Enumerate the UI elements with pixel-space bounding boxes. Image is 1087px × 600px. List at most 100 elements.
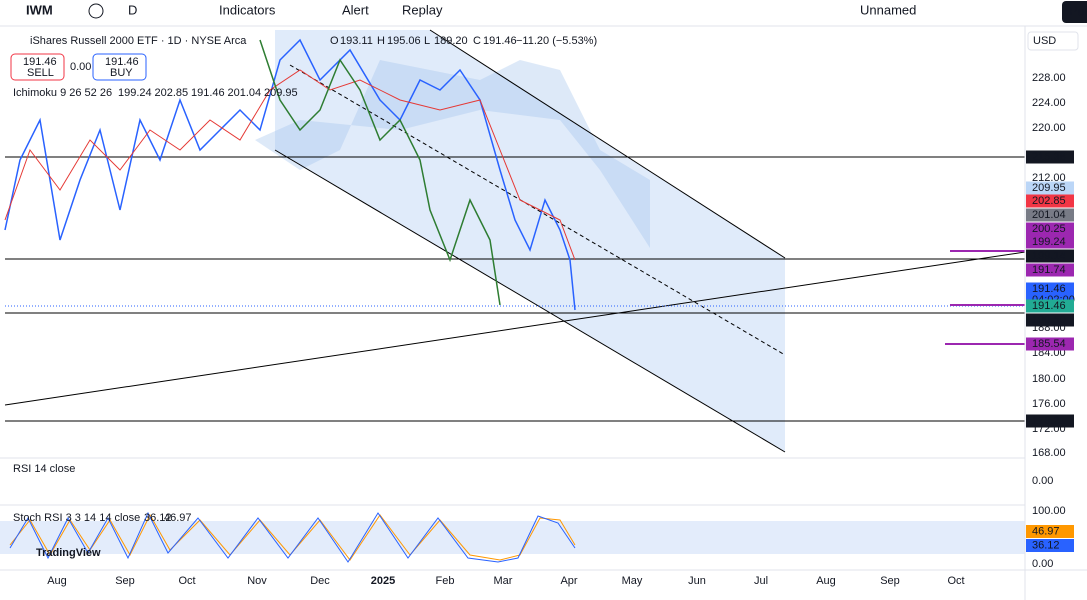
time-tick: Oct	[178, 575, 195, 587]
replay-button[interactable]: Replay	[402, 2, 443, 17]
buy-price[interactable]: 191.46	[105, 56, 139, 68]
ohlc-label: H	[377, 35, 385, 47]
ichimoku-label: Ichimoku 9 26 52 26	[13, 87, 112, 99]
stoch-tick: 100.00	[1032, 505, 1066, 517]
stoch-label: Stoch RSI 3 3 14 14 close	[13, 512, 140, 524]
price-badge-label: 199.14	[1032, 250, 1066, 262]
price-badge-label: 191.46	[1032, 300, 1066, 312]
rsi-tick: 0.00	[1032, 475, 1053, 487]
stoch-badge	[1026, 525, 1074, 538]
time-tick: Feb	[436, 575, 455, 587]
ohlc-value: 189.20	[434, 35, 468, 47]
ohlc-label: O	[330, 35, 339, 47]
stoch-d-value: 46.97	[164, 512, 192, 524]
price-badge-label: 200.25	[1032, 223, 1066, 235]
chikou-line	[259, 39, 501, 306]
ohlc-value: 195.06	[387, 35, 421, 47]
price-tick: 224.00	[1032, 97, 1066, 109]
sell-price[interactable]: 191.46	[23, 56, 57, 68]
time-tick: Dec	[310, 575, 330, 587]
time-tick: Sep	[880, 575, 900, 587]
stoch-k-value: 36.12	[144, 512, 172, 524]
time-tick: Apr	[560, 575, 577, 587]
kijun-line	[4, 69, 576, 261]
stoch-badge	[1026, 539, 1074, 552]
price-badge	[1026, 235, 1074, 249]
time-tick: Jul	[754, 575, 768, 587]
logo: TradingView	[36, 547, 101, 559]
price-candles	[4, 38, 576, 311]
price-badge-label: 199.24	[1032, 236, 1066, 248]
sell-label[interactable]: SELL	[27, 67, 54, 79]
price-badge-label: 190.50	[1032, 314, 1066, 326]
time-tick: 2025	[371, 575, 395, 587]
rsi-label: RSI 14 close	[13, 463, 75, 475]
price-badge	[1026, 263, 1074, 277]
price-tick: 176.00	[1032, 398, 1066, 410]
price-badge	[1026, 299, 1074, 313]
time-tick: Aug	[816, 575, 836, 587]
ohlc-label: L	[424, 35, 430, 47]
price-tick: 228.00	[1032, 72, 1066, 84]
price-tick: 212.00	[1032, 172, 1066, 184]
stoch-d	[9, 513, 576, 561]
indicators-button[interactable]: Indicators	[219, 2, 276, 17]
publish-button[interactable]	[1062, 1, 1087, 23]
interval[interactable]: D	[128, 2, 137, 17]
price-badge-label: 173.21	[1032, 415, 1066, 427]
price-badge-label: 185.54	[1032, 338, 1066, 350]
stoch-badge-label: 46.97	[1032, 525, 1060, 537]
stoch-badge-label: 36.12	[1032, 539, 1060, 551]
change: −11.20 (−5.53%)	[516, 35, 597, 47]
symbol[interactable]: IWM	[26, 2, 53, 17]
price-tick: 220.00	[1032, 122, 1066, 134]
add-symbol-icon[interactable]	[88, 3, 104, 19]
spread: 0.00	[70, 61, 91, 73]
ichimoku-value: 209.95	[264, 87, 298, 99]
ichimoku-value: 202.85	[155, 87, 189, 99]
ohlc-label: C	[473, 35, 481, 47]
legend-title: iShares Russell 2000 ETF · 1D · NYSE Arc…	[30, 35, 247, 47]
price-tick: 180.00	[1032, 373, 1066, 385]
ohlc-value: 193.11	[340, 35, 373, 47]
stoch-band	[0, 521, 1025, 554]
ichimoku-value: 199.24	[118, 87, 152, 99]
buy-button[interactable]	[92, 53, 147, 81]
channel-lower	[274, 149, 786, 453]
channel-mid	[289, 64, 786, 356]
price-badge-label: 201.04	[1032, 209, 1066, 221]
trend-line	[4, 251, 1026, 406]
toolbar	[0, 0, 1087, 26]
alert-button[interactable]: Alert	[342, 2, 369, 17]
price-badge	[1026, 194, 1074, 208]
sell-button[interactable]	[10, 53, 65, 81]
price-badge-label: 209.95	[1032, 182, 1066, 194]
channel-upper	[429, 29, 786, 259]
channel-fill	[275, 30, 785, 452]
price-badge-label: 215.38	[1032, 151, 1066, 163]
layout-name[interactable]: Unnamed	[860, 2, 916, 17]
chart-area	[4, 29, 1026, 453]
time-tick: Jun	[688, 575, 706, 587]
price-badge	[1026, 414, 1074, 428]
publish-label[interactable]: Pub	[1069, 3, 1087, 18]
currency[interactable]: USD	[1033, 35, 1056, 47]
currency-button[interactable]	[1027, 31, 1079, 51]
price-badge	[1026, 337, 1074, 351]
price-badge	[1026, 249, 1074, 263]
price-badge	[1026, 222, 1074, 236]
price-badge-label: 191.46	[1032, 283, 1066, 295]
price-badge	[1026, 181, 1074, 195]
stoch-k	[9, 511, 576, 563]
time-tick: Aug	[47, 575, 67, 587]
ohlc-value: 191.46	[483, 35, 517, 47]
buy-label[interactable]: BUY	[110, 67, 133, 79]
price-tick: 168.00	[1032, 447, 1066, 459]
ichimoku-value: 201.04	[228, 87, 262, 99]
time-tick: Nov	[247, 575, 267, 587]
price-badge	[1026, 313, 1074, 327]
ichimoku-cloud	[255, 60, 650, 248]
ichimoku-value: 191.46	[191, 87, 225, 99]
stoch-tick: 0.00	[1032, 558, 1053, 570]
